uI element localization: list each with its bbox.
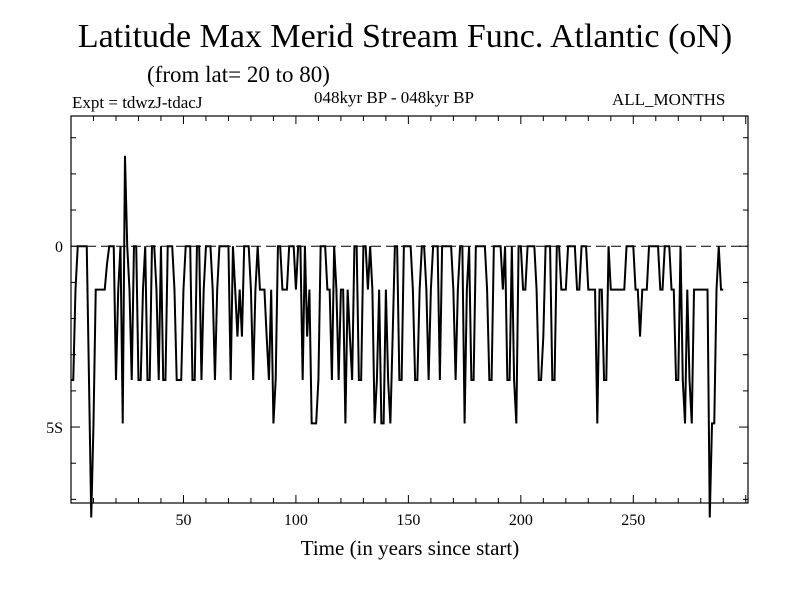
x-tick-label: 50 bbox=[175, 512, 191, 529]
x-axis-label: Time (in years since start) bbox=[300, 536, 520, 560]
plot-frame bbox=[70, 115, 749, 504]
chart-subtitle: (from lat= 20 to 80) bbox=[147, 62, 330, 87]
x-tick-label: 250 bbox=[621, 512, 645, 529]
y-tick-label: 0 bbox=[55, 239, 63, 256]
period-label: 048kyr BP - 048kyr BP bbox=[314, 88, 474, 107]
chart-title: Latitude Max Merid Stream Func. Atlantic… bbox=[77, 18, 733, 55]
x-tick-label: 200 bbox=[509, 512, 533, 529]
experiment-label: Expt = tdwzJ-tdacJ bbox=[72, 93, 203, 112]
x-tick-label: 150 bbox=[396, 512, 420, 529]
tick-labels: 50 100 150 200 250 0 5S bbox=[46, 239, 645, 529]
months-label: ALL_MONTHS bbox=[612, 90, 726, 109]
series-line bbox=[71, 155, 724, 518]
x-tick-label: 100 bbox=[284, 512, 308, 529]
ticks bbox=[71, 116, 748, 503]
y-tick-label: 5S bbox=[46, 420, 63, 437]
